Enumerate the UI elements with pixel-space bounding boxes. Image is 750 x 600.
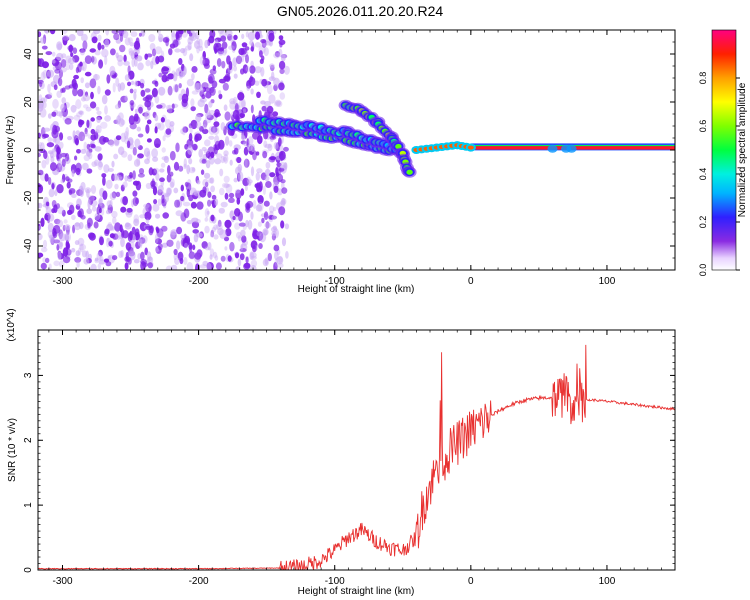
snr-ylabel: SNR (10 * v/v)	[7, 418, 18, 482]
snr-x-ticks: -300 -200 -100 0 100	[48, 330, 676, 587]
spectrogram-xlabel: Height of straight line (km)	[298, 284, 415, 295]
x-tick-label: -200	[189, 576, 209, 587]
heatmap-feature-steep-trace	[338, 99, 417, 178]
snr-series-line	[38, 344, 675, 570]
snr-frame	[37, 329, 676, 571]
y-tick-label: 20	[23, 96, 34, 108]
spectrogram-heatmap	[38, 30, 675, 270]
y-tick-label: 40	[23, 48, 34, 60]
x-tick-label: 0	[468, 576, 474, 587]
y-tick-label: 3	[23, 372, 34, 378]
heatmap-feature-noise	[38, 30, 290, 270]
x-tick-label: 100	[599, 276, 616, 287]
snr-y-ticks: 0 1 2 3	[23, 336, 675, 573]
y-tick-label: -20	[23, 190, 34, 205]
x-tick-label: -100	[325, 276, 345, 287]
heatmap-feature-carrier	[411, 141, 675, 154]
colorbar-tick-label: 0.0	[698, 264, 708, 277]
y-tick-label: 2	[23, 437, 34, 443]
spectrogram-x-ticks: -300 -200 -100 0 100	[48, 30, 676, 287]
colorbar-gradient	[711, 29, 737, 271]
colorbar-tick-label: 0.6	[698, 120, 708, 133]
x-tick-label: -300	[52, 576, 72, 587]
x-tick-label: -100	[325, 576, 345, 587]
snr-xlabel: Height of straight line (km)	[298, 586, 415, 597]
spectrogram-ylabel: Frequency (Hz)	[5, 116, 16, 185]
colorbar-tick-label: 0.2	[698, 216, 708, 229]
y-tick-label: 0	[23, 567, 34, 573]
y-tick-label: 1	[23, 502, 34, 508]
colorbar-ticks: 0.0 0.2 0.4 0.6 0.8	[698, 72, 740, 277]
snr-panel: -300 -200 -100 0 100 0 1 2 3 Height of straight…	[6, 308, 676, 597]
x-tick-label: 0	[468, 276, 474, 287]
x-tick-label: -200	[189, 276, 209, 287]
snr-multiplier: (x10^4)	[6, 308, 17, 341]
x-tick-label: 100	[599, 576, 616, 587]
y-tick-label: -40	[23, 238, 34, 253]
chart-title: GN05.2026.011.20.20.R24	[277, 3, 444, 19]
x-tick-label: -300	[52, 276, 72, 287]
y-tick-label: 0	[23, 147, 34, 153]
colorbar: 0.0 0.2 0.4 0.6 0.8 Normalized spectral ampl…	[698, 29, 748, 277]
colorbar-tick-label: 0.8	[698, 72, 708, 85]
snr-line-area	[38, 344, 675, 570]
colorbar-tick-label: 0.4	[698, 168, 708, 181]
colorbar-label: Normalized spectral amplitude	[737, 82, 748, 217]
spectrogram-y-ticks: -40 -20 0 20 40	[23, 29, 675, 271]
heatmap-feature-descending-trace-upper	[252, 114, 403, 156]
